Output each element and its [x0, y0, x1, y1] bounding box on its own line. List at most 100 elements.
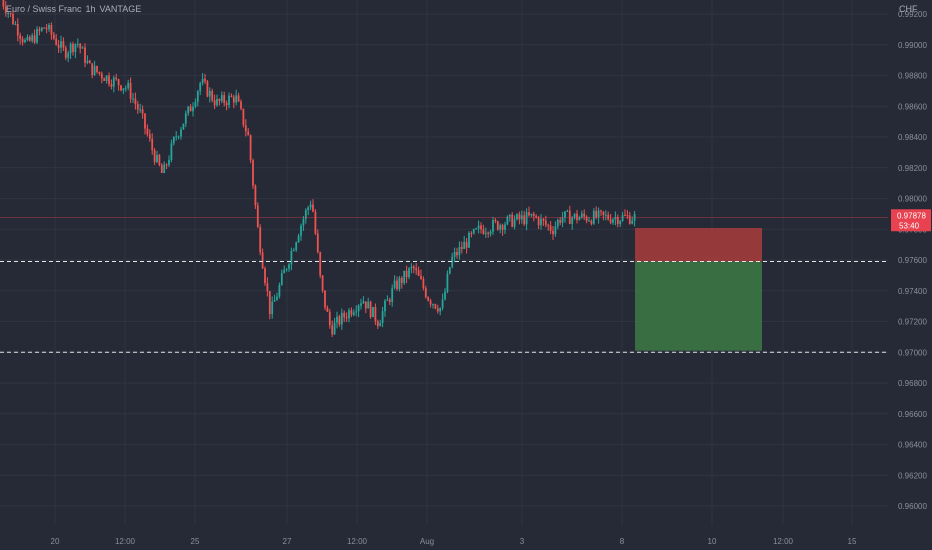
candle-body: [420, 275, 422, 280]
candle-body: [182, 123, 185, 130]
candle-body: [201, 78, 204, 84]
candle-body: [96, 65, 98, 72]
candle-body: [381, 311, 384, 323]
candle-body: [588, 220, 590, 222]
candle-body: [422, 279, 425, 289]
candle-body: [196, 91, 199, 102]
x-tick-label: 25: [191, 537, 200, 546]
candle-body: [369, 301, 372, 318]
candle-body: [124, 87, 127, 89]
candle-body: [86, 60, 89, 63]
candle-body: [508, 214, 511, 217]
candles: [2, 0, 636, 338]
candle-body: [4, 6, 7, 14]
candle-body: [264, 268, 266, 284]
candle-body: [516, 214, 518, 220]
candle-body: [129, 83, 132, 99]
candle-body: [460, 246, 463, 250]
candle-body: [434, 304, 437, 309]
candle-body: [187, 106, 190, 114]
candle-body: [441, 299, 444, 308]
candle-body: [628, 215, 631, 224]
horizontal-lines[interactable]: 0.975900.97000: [0, 255, 931, 359]
candle-body: [597, 210, 600, 218]
y-tick-label: 0.97600: [898, 256, 927, 265]
currency-label: CHF: [899, 4, 918, 14]
take-profit-zone[interactable]: [635, 261, 762, 351]
candle-body: [60, 41, 62, 48]
candle-body: [511, 214, 514, 227]
exchange-label: VANTAGE: [99, 4, 142, 14]
candle-body: [360, 303, 362, 306]
candle-body: [62, 41, 65, 48]
candle-body: [362, 301, 365, 304]
candle-body: [576, 213, 578, 221]
candle-body: [345, 317, 348, 319]
candle-body: [566, 210, 569, 212]
candle-body: [45, 28, 48, 30]
candle-body: [448, 267, 451, 274]
candle-body: [403, 270, 406, 284]
candle-body: [480, 225, 482, 230]
candle-body: [436, 308, 439, 312]
candle-body: [489, 231, 492, 234]
candle-body: [590, 220, 593, 224]
candle-body: [100, 73, 103, 79]
candle-body: [391, 288, 394, 302]
candle-body: [91, 63, 94, 75]
candle-body: [278, 284, 281, 297]
candle-body: [280, 273, 283, 285]
symbol-title[interactable]: Euro / Swiss Franc 1h VANTAGE: [6, 4, 145, 14]
candle-body: [343, 312, 346, 318]
candle-body: [456, 251, 458, 256]
candle-body: [211, 90, 214, 101]
candle-body: [52, 34, 55, 39]
candle-body: [446, 273, 449, 292]
candle-body: [631, 220, 634, 224]
candle-body: [316, 233, 319, 253]
candle-body: [170, 143, 173, 160]
x-tick-label: 20: [51, 537, 60, 546]
candle-body: [165, 164, 168, 166]
position-tool[interactable]: [635, 228, 762, 351]
y-tick-label: 0.97400: [898, 287, 927, 296]
candle-body: [290, 250, 293, 265]
x-axis[interactable]: 20 12:00 25 27 12:00 Aug 3 8 10 12:00 15: [51, 537, 857, 546]
x-tick-label: 15: [848, 537, 857, 546]
y-axis[interactable]: 0.99200 0.99000 0.98800 0.98600 0.98400 0.982…: [888, 0, 932, 550]
stop-loss-zone[interactable]: [635, 228, 762, 262]
candle-body: [355, 311, 358, 313]
candle-body: [297, 235, 300, 243]
candle-body: [304, 210, 307, 220]
candle-body: [300, 225, 302, 236]
candle-body: [444, 291, 446, 300]
candle-body: [122, 88, 125, 91]
candle-body: [132, 98, 134, 100]
candle-body: [333, 322, 336, 335]
candle-body: [571, 217, 574, 224]
candle-body: [580, 213, 583, 218]
candle-body: [364, 301, 367, 309]
candle-body: [573, 213, 576, 218]
candle-body: [604, 214, 607, 216]
candle-body: [232, 96, 235, 103]
candle-body: [396, 280, 398, 290]
candle-body: [208, 90, 211, 97]
candle-body: [621, 215, 624, 221]
candle-body: [624, 215, 626, 217]
x-tick-label: 12:00: [115, 537, 136, 546]
candle-body: [292, 250, 295, 252]
candle-body: [348, 310, 350, 319]
candle-body: [451, 256, 454, 268]
candle-body: [528, 212, 530, 216]
candle-body: [463, 241, 466, 250]
candle-body: [302, 219, 305, 226]
candle-body: [432, 304, 434, 306]
candle-body: [26, 37, 29, 40]
candle-body: [465, 241, 468, 248]
candle-body: [549, 225, 552, 231]
candle-body: [127, 83, 130, 88]
candle-body: [7, 12, 10, 14]
candle-body: [139, 109, 142, 111]
